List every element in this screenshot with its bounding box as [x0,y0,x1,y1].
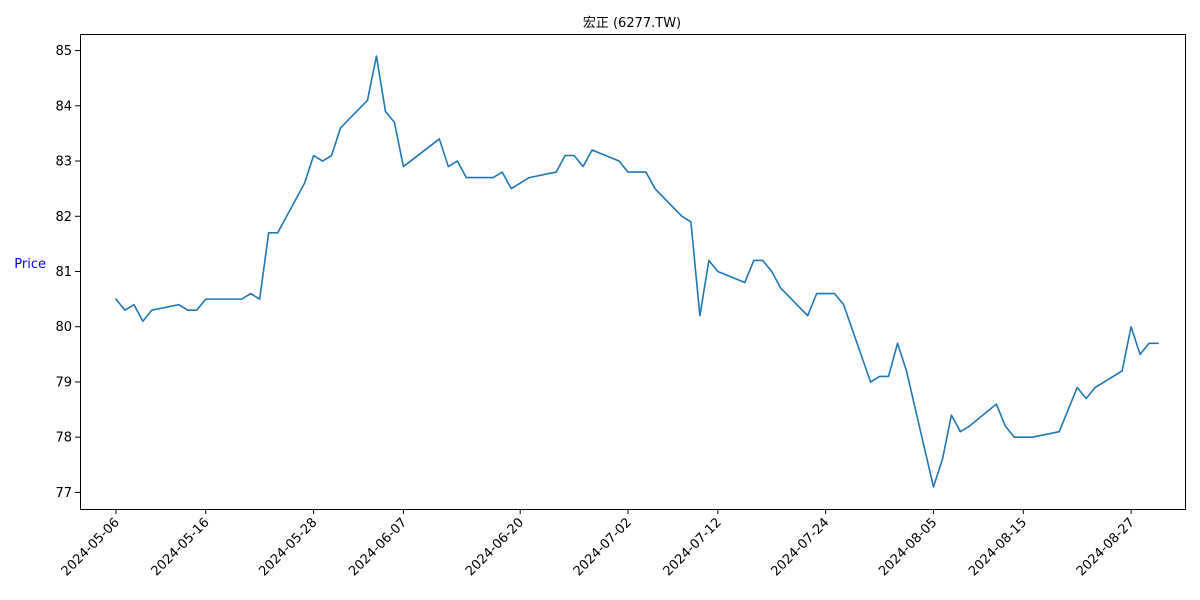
y-tick-label: 77 [55,486,72,501]
x-tick-label: 2024-07-12 [661,515,725,579]
x-tick-label: 2024-08-05 [876,515,940,579]
y-tick-label: 78 [55,431,72,446]
y-axis-ticks: 77 78 79 80 81 82 83 84 85 [55,44,80,501]
y-tick-label: 82 [55,210,72,225]
y-tick-label: 80 [55,320,72,335]
chart-title: 宏正 (6277.TW) [583,16,681,31]
y-tick-label: 84 [55,99,72,114]
plot-frame [80,34,1186,510]
x-tick-label: 2024-08-15 [966,515,1030,579]
x-tick-label: 2024-07-24 [768,515,832,579]
price-series-line [115,55,1159,488]
y-axis-label: Price [14,257,46,272]
y-tick-label: 83 [55,155,72,170]
x-tick-label: 2024-08-27 [1074,515,1138,579]
x-tick-label: 2024-06-20 [463,515,527,579]
y-tick-label: 85 [55,44,72,59]
y-tick-label: 79 [55,375,72,390]
x-tick-label: 2024-06-07 [346,515,410,579]
y-tick-label: 81 [55,265,72,280]
x-tick-label: 2024-05-28 [256,515,320,579]
x-tick-label: 2024-07-02 [571,515,635,579]
x-tick-label: 2024-05-16 [149,515,213,579]
x-axis-ticks: 2024-05-06 2024-05-16 2024-05-28 2024-06-07… [59,509,1138,579]
x-tick-label: 2024-05-06 [59,515,123,579]
